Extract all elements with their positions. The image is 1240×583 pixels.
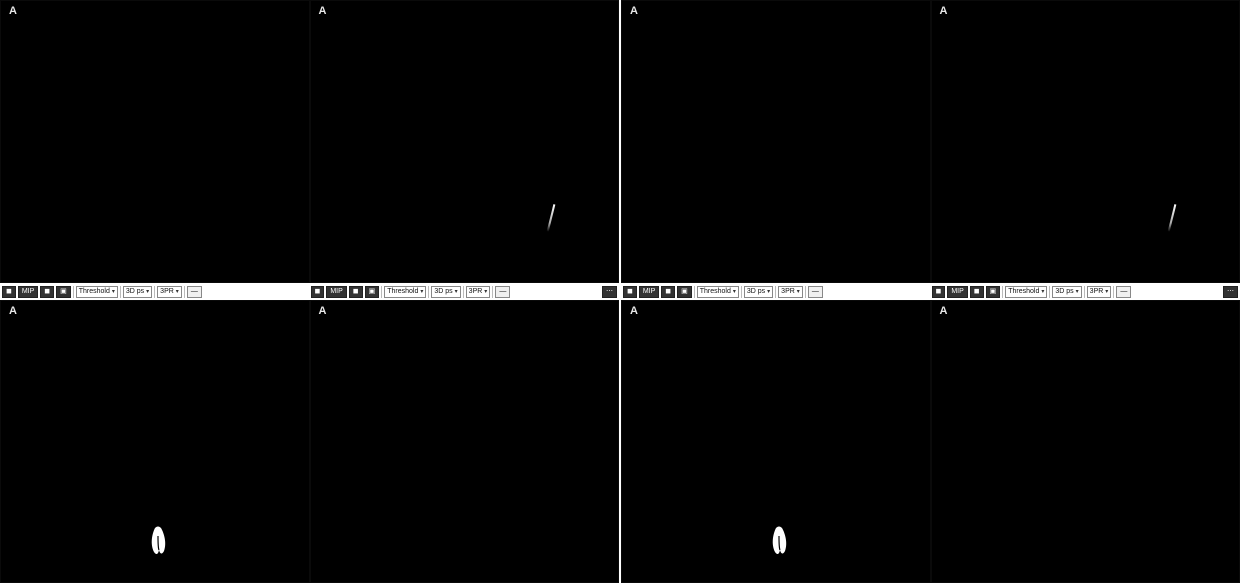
orientation-marker: A <box>9 5 17 17</box>
viewport-right-bottom-left[interactable]: A <box>621 300 931 583</box>
render-blob <box>149 526 169 556</box>
orientation-marker: A <box>940 5 948 17</box>
mode-button-mip[interactable]: MIP <box>947 286 967 298</box>
misc-button[interactable]: — <box>187 286 202 298</box>
threshold-dropdown[interactable]: Threshold <box>384 286 426 298</box>
mode-button-icon[interactable]: ▣ <box>986 286 1001 298</box>
toolbar-group-b: ◼ MIP ◼ ▣ Threshold 3D ps 3PR — ⋯ <box>932 286 1239 298</box>
separator-icon <box>775 286 776 298</box>
render-dropdown[interactable]: 3PR <box>466 286 491 298</box>
mode-button-icon[interactable]: ◼ <box>40 286 54 298</box>
render-dropdown[interactable]: 3PR <box>157 286 182 298</box>
viewport-right-top-right[interactable]: A <box>931 0 1240 283</box>
viewport-right-bottom-right[interactable]: A <box>931 300 1240 583</box>
separator-icon <box>1002 286 1003 298</box>
viewport-left-bottom-right[interactable]: A <box>310 300 620 583</box>
render-streak <box>547 204 556 232</box>
orientation-marker: A <box>9 305 17 317</box>
left-half: A A ◼ MIP ◼ ▣ Threshold 3D ps 3PR — <box>0 0 619 583</box>
render-blob <box>770 526 790 556</box>
misc-button[interactable]: — <box>808 286 823 298</box>
separator-icon <box>741 286 742 298</box>
mode-button-icon[interactable]: ▣ <box>677 286 692 298</box>
mode-button-icon[interactable]: ▣ <box>365 286 380 298</box>
viewport-left-top-right[interactable]: A <box>310 0 620 283</box>
threshold-dropdown[interactable]: Threshold <box>697 286 739 298</box>
mode-button-mip[interactable]: MIP <box>639 286 659 298</box>
separator-icon <box>381 286 382 298</box>
viewport-left-bottom-left[interactable]: A <box>0 300 310 583</box>
viewport-left-top-left[interactable]: A <box>0 0 310 283</box>
separator-icon <box>492 286 493 298</box>
separator-icon <box>694 286 695 298</box>
render-dropdown[interactable]: 3PR <box>778 286 803 298</box>
orientation-marker: A <box>630 305 638 317</box>
mode-button-icon[interactable]: ▣ <box>56 286 71 298</box>
separator-icon <box>1049 286 1050 298</box>
right-toolbar: ◼ MIP ◼ ▣ Threshold 3D ps 3PR — ◼ MIP ◼ … <box>621 283 1240 300</box>
misc-button[interactable]: — <box>1116 286 1131 298</box>
mode-button-icon[interactable]: ◼ <box>623 286 637 298</box>
toolbar-group-a: ◼ MIP ◼ ▣ Threshold 3D ps 3PR — <box>2 286 309 298</box>
mode-button-icon[interactable]: ◼ <box>311 286 325 298</box>
left-toolbar: ◼ MIP ◼ ▣ Threshold 3D ps 3PR — ◼ MIP ◼ … <box>0 283 619 300</box>
preset-dropdown[interactable]: 3D ps <box>1052 286 1081 298</box>
right-half: A A ◼ MIP ◼ ▣ Threshold 3D ps 3PR — <box>621 0 1240 583</box>
right-top-row: A A <box>621 0 1240 283</box>
mode-button-icon[interactable]: ◼ <box>661 286 675 298</box>
overflow-button[interactable]: ⋯ <box>602 286 617 298</box>
right-bottom-row: A A <box>621 300 1240 583</box>
left-bottom-row: A A <box>0 300 619 583</box>
orientation-marker: A <box>630 5 638 17</box>
preset-dropdown[interactable]: 3D ps <box>744 286 773 298</box>
preset-dropdown[interactable]: 3D ps <box>431 286 460 298</box>
separator-icon <box>184 286 185 298</box>
separator-icon <box>1084 286 1085 298</box>
separator-icon <box>428 286 429 298</box>
mode-button-icon[interactable]: ◼ <box>970 286 984 298</box>
overflow-button[interactable]: ⋯ <box>1223 286 1238 298</box>
separator-icon <box>73 286 74 298</box>
separator-icon <box>1113 286 1114 298</box>
mode-button-icon[interactable]: ◼ <box>349 286 363 298</box>
threshold-dropdown[interactable]: Threshold <box>76 286 118 298</box>
mode-button-icon[interactable]: ◼ <box>932 286 946 298</box>
root-split: A A ◼ MIP ◼ ▣ Threshold 3D ps 3PR — <box>0 0 1240 583</box>
separator-icon <box>120 286 121 298</box>
toolbar-group-a: ◼ MIP ◼ ▣ Threshold 3D ps 3PR — <box>623 286 930 298</box>
separator-icon <box>463 286 464 298</box>
mode-button-icon[interactable]: ◼ <box>2 286 16 298</box>
mode-button-mip[interactable]: MIP <box>326 286 346 298</box>
left-top-row: A A <box>0 0 619 283</box>
render-streak <box>1168 204 1177 232</box>
separator-icon <box>154 286 155 298</box>
orientation-marker: A <box>319 5 327 17</box>
orientation-marker: A <box>940 305 948 317</box>
separator-icon <box>805 286 806 298</box>
viewport-right-top-left[interactable]: A <box>621 0 931 283</box>
preset-dropdown[interactable]: 3D ps <box>123 286 152 298</box>
toolbar-group-b: ◼ MIP ◼ ▣ Threshold 3D ps 3PR — ⋯ <box>311 286 618 298</box>
threshold-dropdown[interactable]: Threshold <box>1005 286 1047 298</box>
misc-button[interactable]: — <box>495 286 510 298</box>
orientation-marker: A <box>319 305 327 317</box>
render-dropdown[interactable]: 3PR <box>1087 286 1112 298</box>
mode-button-mip[interactable]: MIP <box>18 286 38 298</box>
